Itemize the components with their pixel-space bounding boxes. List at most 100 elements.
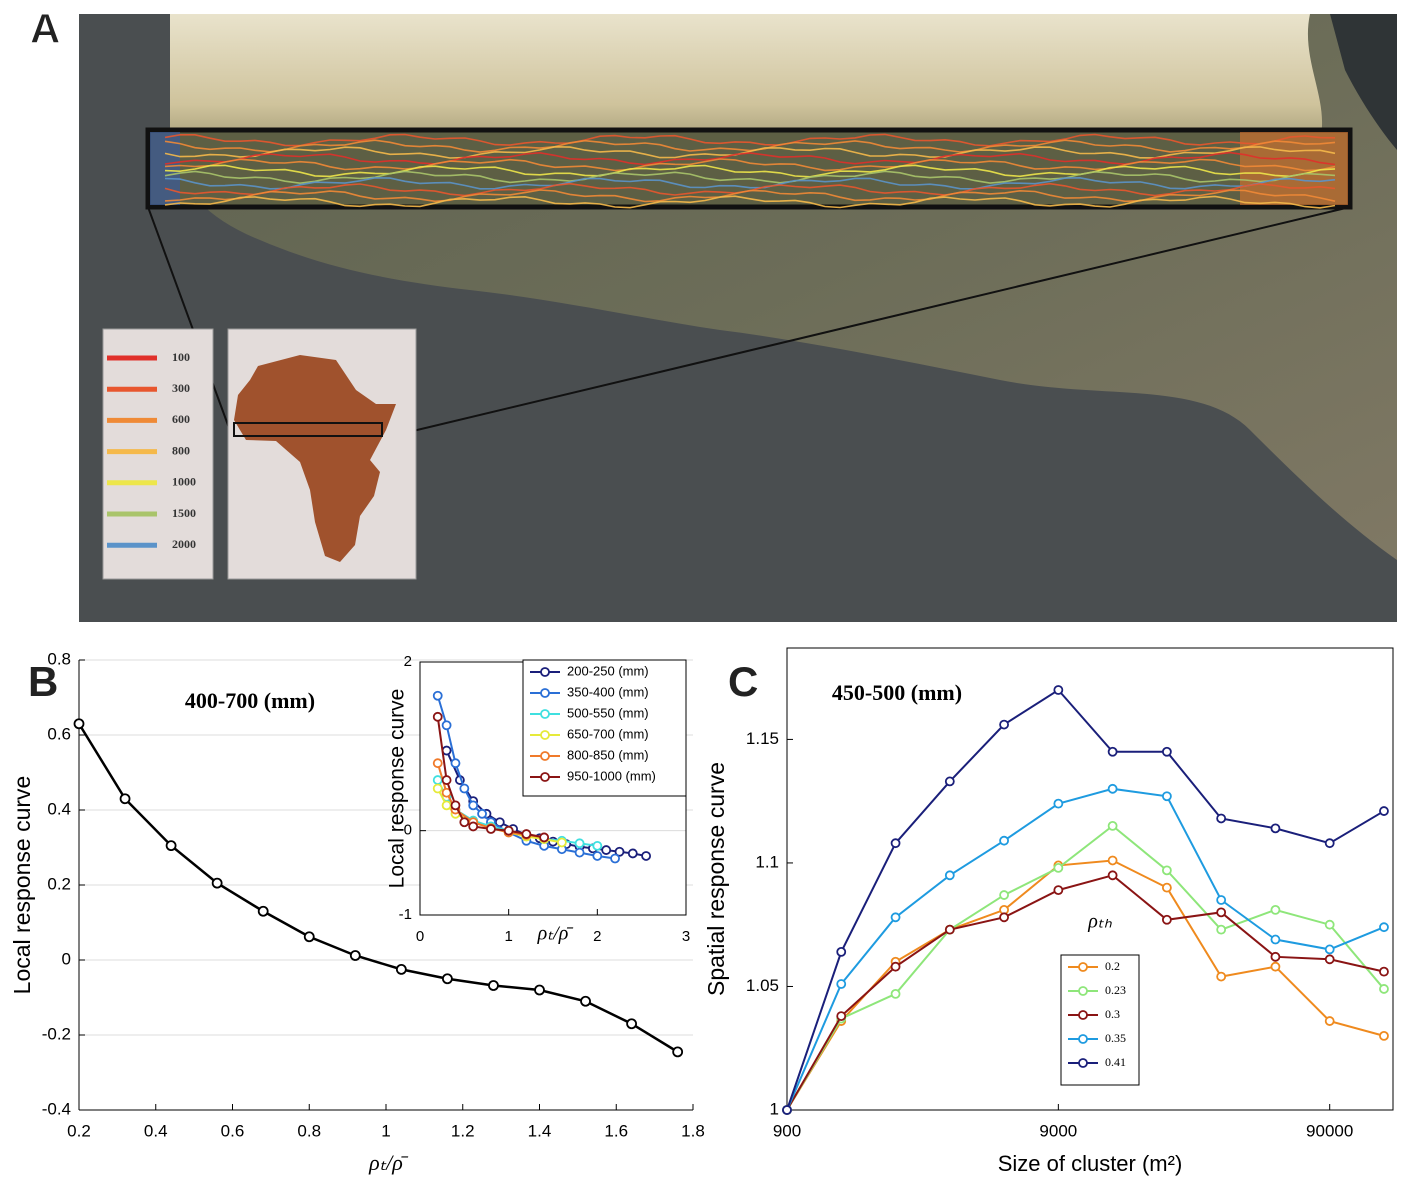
data-point <box>890 912 901 923</box>
x-tick-label: 0.2 <box>67 1121 91 1140</box>
legend-label: 600 <box>172 412 190 426</box>
chart: 1 1.05 1.1 1.15 900 9000 90000 Spatial response… <box>703 647 1394 1176</box>
data-point <box>999 719 1009 730</box>
data-point <box>1324 919 1335 930</box>
series-line <box>786 859 1385 1111</box>
data-point <box>73 718 85 730</box>
y-tick-label: 0.4 <box>47 799 71 818</box>
x-axis-label: ρₜ/ρ̄ <box>368 1150 409 1175</box>
data-point <box>1216 971 1227 982</box>
data-point <box>468 800 479 811</box>
data-point <box>503 825 514 836</box>
legend-marker <box>1078 1058 1088 1068</box>
data-point <box>556 837 567 848</box>
legend-label: 100 <box>172 350 190 364</box>
y-tick-label: 2 <box>404 653 412 670</box>
contours <box>164 133 1336 209</box>
series-line <box>786 688 1385 1111</box>
legend-label: 650-700 (mm) <box>567 726 649 741</box>
legend-label: 950-1000 (mm) <box>567 768 656 783</box>
data-point <box>441 720 452 731</box>
data-point <box>1053 862 1064 873</box>
data-point <box>641 851 651 861</box>
legend-label: 800 <box>172 443 190 457</box>
panel-label: A <box>30 5 60 52</box>
data-point <box>1270 823 1281 834</box>
y-tick-label: 0.6 <box>47 724 71 743</box>
data-point <box>477 808 487 819</box>
red-sea <box>1330 14 1397 150</box>
data-point <box>1107 820 1118 831</box>
y-tick-label: 1.1 <box>755 852 779 871</box>
data-point <box>1379 922 1389 933</box>
zoom-line <box>391 206 1351 437</box>
data-point <box>890 961 901 972</box>
legend-label: 500-550 (mm) <box>567 705 649 720</box>
data-point <box>488 980 499 991</box>
data-point <box>999 912 1009 923</box>
y-tick-label: 0.2 <box>47 874 71 893</box>
y-tick-label: 0 <box>62 949 71 968</box>
data-point <box>395 963 407 975</box>
data-point <box>1053 798 1064 809</box>
contour <box>164 195 1336 209</box>
data-point <box>944 776 955 787</box>
contour <box>164 164 1336 178</box>
legend <box>522 659 687 797</box>
x-tick-label: 3 <box>682 928 690 945</box>
x-tick-label: 90000 <box>1306 1121 1353 1140</box>
legend-marker <box>540 709 550 719</box>
data-point <box>782 1105 792 1115</box>
data-point <box>432 690 443 701</box>
x-axis-label: ρₜ/ρ̄ <box>537 923 574 945</box>
legend-label: 350-400 (mm) <box>567 684 649 699</box>
legend-marker <box>540 772 550 782</box>
data-point <box>539 832 550 843</box>
legend-label: 2000 <box>172 537 196 551</box>
x-tick-label: 1 <box>504 928 512 945</box>
legend-marker <box>540 730 550 740</box>
data-point <box>944 870 955 881</box>
data-point <box>441 800 452 811</box>
data-point <box>1324 944 1335 955</box>
data-point <box>441 775 452 785</box>
data-point <box>1270 951 1281 962</box>
legend-marker <box>540 751 550 761</box>
data-point <box>1161 865 1172 876</box>
data-point <box>441 973 453 985</box>
legend-label: 300 <box>172 381 190 395</box>
legend-marker <box>1078 1034 1088 1044</box>
legend-marker <box>540 688 550 698</box>
x-tick-label: 900 <box>773 1121 801 1140</box>
data-point <box>1107 870 1118 881</box>
data-point <box>459 817 470 828</box>
data-point <box>211 877 223 889</box>
legend-marker <box>1078 1010 1088 1020</box>
x-axis-label: Size of cluster (m²) <box>998 1151 1183 1176</box>
x-tick-label: 9000 <box>1039 1121 1077 1140</box>
data-point <box>999 835 1009 846</box>
annotation: 450-500 (mm) <box>832 680 962 705</box>
data-point <box>592 851 603 861</box>
legend-label: 1000 <box>172 475 196 489</box>
data-point <box>1270 904 1281 915</box>
data-point <box>432 711 443 722</box>
data-point <box>432 783 443 794</box>
data-point <box>574 847 585 858</box>
contour <box>164 176 1336 190</box>
data-point <box>1216 813 1227 824</box>
y-tick-label: 0.8 <box>47 649 71 668</box>
africa-strip <box>233 422 383 437</box>
x-tick-label: 0.8 <box>297 1121 321 1140</box>
data-point <box>521 829 532 839</box>
strip-west <box>150 132 180 205</box>
data-point <box>1216 895 1227 905</box>
data-point <box>349 950 361 961</box>
data-point <box>592 840 603 851</box>
data-point <box>1107 783 1118 794</box>
data-point <box>1379 1030 1389 1041</box>
data-point <box>890 988 901 999</box>
series-line <box>786 874 1385 1111</box>
contour <box>164 158 1336 172</box>
